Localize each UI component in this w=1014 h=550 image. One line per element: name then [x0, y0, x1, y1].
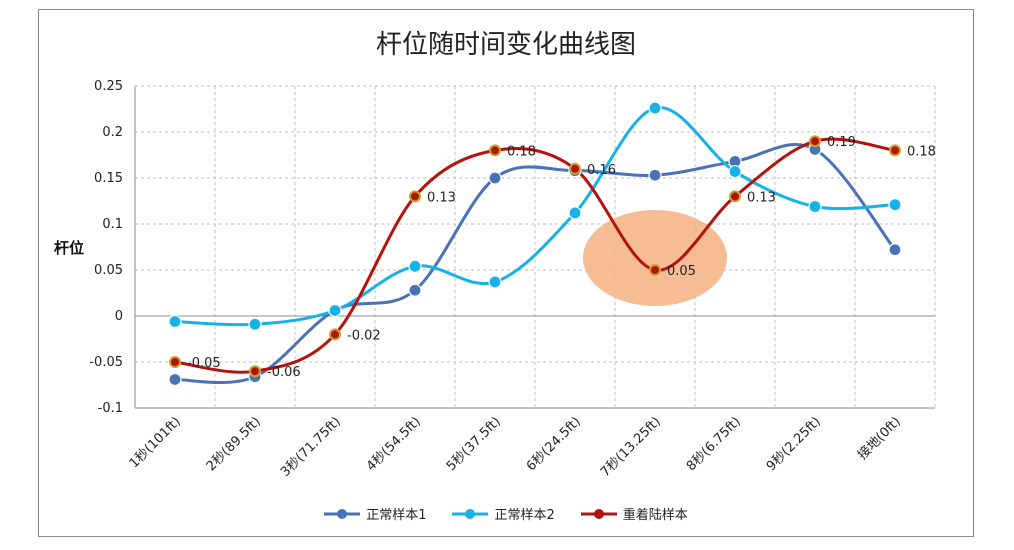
y-tick-label: -0.1 [98, 401, 123, 416]
data-point [888, 198, 902, 212]
y-tick-label: 0.1 [102, 217, 123, 232]
data-label: 0.19 [827, 135, 856, 150]
x-tick-label: 8秒(6.75ft) [684, 414, 744, 474]
legend-label: 正常样本1 [366, 508, 427, 523]
data-point [728, 164, 742, 179]
x-tick-label: 4秒(54.5ft) [364, 414, 424, 474]
data-point [889, 144, 901, 157]
data-point [888, 243, 902, 257]
data-label: -0.02 [347, 328, 381, 343]
data-point [168, 372, 182, 387]
data-point [648, 168, 662, 182]
x-tick-label: 3秒(71.75ft) [278, 414, 344, 480]
data-point [408, 259, 422, 273]
legend-swatch [580, 508, 617, 519]
legend-swatch [324, 508, 361, 519]
data-label: -0.05 [187, 356, 221, 371]
data-point [808, 199, 822, 214]
legend-swatch [452, 508, 489, 519]
highlight-ellipse [583, 210, 727, 306]
x-tick-label: 7秒(13.25ft) [598, 414, 664, 480]
x-tick-label: 5秒(37.5ft) [444, 414, 504, 474]
data-point [329, 328, 341, 341]
data-label: 0.13 [747, 190, 776, 205]
y-tick-label: 0.05 [94, 263, 123, 278]
data-point [168, 314, 182, 329]
data-point [649, 264, 661, 276]
legend-item: 重着陆样本 [580, 504, 688, 523]
data-label: 0.18 [907, 144, 936, 159]
y-tick-label: 0.15 [94, 171, 123, 186]
data-point [489, 144, 501, 157]
chart-frame: 杆位随时间变化曲线图 0.25 0.2 0.15 0.1 0.05 0 -0.05 -0.1 1… [38, 9, 974, 537]
data-point [729, 190, 741, 203]
legend-label: 正常样本2 [494, 508, 555, 523]
data-label: 0.05 [667, 264, 696, 279]
data-point [409, 190, 421, 203]
data-point [488, 275, 502, 289]
data-point [328, 303, 342, 318]
data-label: 0.18 [507, 144, 536, 159]
data-point [488, 171, 502, 185]
series-line-3 [174, 137, 896, 374]
data-point [568, 206, 582, 220]
y-tick-label: 0.2 [102, 125, 123, 140]
data-point [249, 365, 261, 378]
chart-title: 杆位随时间变化曲线图 [375, 30, 636, 60]
legend-item: 正常样本1 [324, 504, 426, 523]
data-point [248, 317, 262, 331]
series-line-1 [174, 143, 897, 385]
x-tick-label: 9秒(2.25ft) [764, 414, 824, 474]
data-label: 0.16 [587, 163, 616, 178]
x-tick-label: 6秒(24.5ft) [524, 414, 584, 474]
legend-label: 重着陆样本 [622, 508, 688, 523]
data-point [648, 101, 662, 115]
x-tick-label: 接地(0ft) [854, 414, 903, 463]
data-point [408, 283, 422, 297]
data-point [169, 356, 181, 368]
x-tick-label: 2秒(89.5ft) [204, 414, 264, 474]
data-point [569, 162, 581, 175]
series-line-2 [174, 106, 896, 327]
y-axis-label: 杆位 [54, 239, 84, 257]
data-point [809, 135, 821, 148]
line-chart: 0.25 0.2 0.15 0.1 0.05 0 -0.05 -0.1 1秒(101ft) 2秒(… [54, 79, 936, 480]
data-label: 0.13 [427, 190, 456, 205]
legend: 正常样本1 正常样本2 重着陆样本 [39, 504, 973, 523]
y-tick-label: 0 [115, 309, 123, 324]
data-label: -0.06 [267, 365, 301, 380]
legend-item: 正常样本2 [452, 504, 555, 523]
x-tick-label: 1秒(101ft) [127, 414, 184, 471]
y-tick-label: 0.25 [94, 79, 123, 94]
y-tick-label: -0.05 [89, 355, 123, 370]
